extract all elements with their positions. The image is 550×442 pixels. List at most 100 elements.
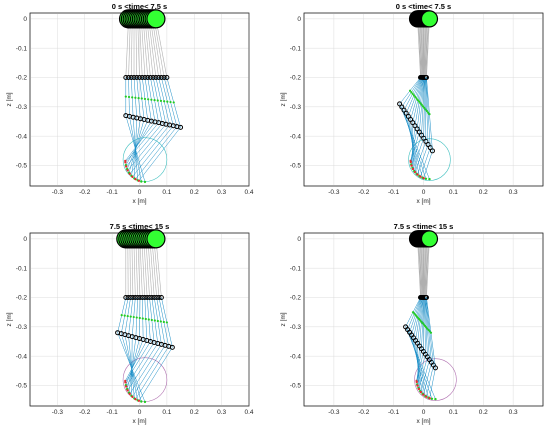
foot-marker: [124, 381, 126, 383]
y-tick-label: -0.1: [16, 45, 28, 52]
y-tick-label: -0.3: [16, 104, 28, 111]
foot-marker: [425, 178, 427, 180]
segment-midpoint-marker: [130, 315, 132, 317]
x-axis-label: x [m]: [132, 418, 146, 425]
y-tick-label: 0: [297, 16, 301, 23]
x-tick-label: 0.3: [217, 189, 226, 196]
x-tick-label: -0.2: [79, 189, 91, 196]
foot-marker: [422, 393, 424, 395]
foot-marker: [125, 385, 127, 387]
y-tick-label: 0: [23, 16, 27, 23]
x-tick-label: -0.3: [328, 409, 340, 416]
x-tick-label: 0.1: [162, 409, 171, 416]
y-tick-label: -0.2: [290, 75, 302, 82]
x-tick-label: 0.2: [479, 189, 488, 196]
x-tick-label: -0.3: [52, 189, 64, 196]
segment-midpoint-marker: [136, 316, 138, 318]
chart-title: 0 s <time< 7.5 s: [396, 2, 451, 11]
segment-midpoint-marker: [430, 332, 432, 334]
segment-midpoint-marker: [124, 314, 126, 316]
y-tick-label: -0.3: [290, 324, 302, 331]
x-tick-label: -0.1: [388, 409, 400, 416]
segment-midpoint-marker: [134, 97, 136, 99]
x-tick-label: -0.2: [358, 409, 370, 416]
x-tick-label: 0.2: [190, 189, 199, 196]
foot-marker: [419, 175, 421, 177]
x-tick-label: 0.1: [449, 409, 458, 416]
x-tick-label: -0.3: [328, 189, 340, 196]
segment-midpoint-marker: [127, 315, 129, 317]
y-tick-label: -0.5: [290, 383, 302, 390]
foot-marker: [412, 168, 414, 170]
segment-midpoint-marker: [145, 318, 147, 320]
x-tick-label: 0: [138, 409, 142, 416]
x-tick-label: 0.2: [479, 409, 488, 416]
segment-midpoint-marker: [121, 314, 123, 316]
foot-marker: [127, 169, 129, 171]
foot-marker: [140, 400, 142, 402]
foot-marker: [144, 401, 146, 403]
foot-marker: [134, 398, 136, 400]
x-axis-label: x [m]: [132, 198, 146, 205]
foot-marker: [129, 393, 131, 395]
chart-title: 7.5 s <time< 15 s: [394, 222, 454, 231]
segment-midpoint-marker: [166, 321, 168, 323]
segment-midpoint-marker: [160, 100, 162, 102]
foot-marker: [431, 398, 433, 400]
segment-midpoint-marker: [157, 99, 159, 101]
y-tick-label: -0.3: [16, 324, 28, 331]
x-tick-label: -0.2: [79, 409, 91, 416]
x-tick-label: -0.1: [388, 189, 400, 196]
segment-midpoint-marker: [154, 319, 156, 321]
foot-marker: [414, 171, 416, 173]
x-tick-label: -0.1: [107, 189, 119, 196]
foot-marker: [134, 178, 136, 180]
x-tick-label: 0.1: [449, 189, 458, 196]
segment-midpoint-marker: [151, 319, 153, 321]
foot-marker: [422, 177, 424, 179]
hip-joint-marker: [147, 10, 165, 28]
y-tick-label: -0.5: [16, 163, 28, 170]
y-tick-label: -0.4: [16, 133, 28, 140]
segment-midpoint-marker: [147, 98, 149, 100]
x-tick-label: 0: [422, 189, 426, 196]
x-axis-label: x [m]: [416, 198, 430, 205]
x-tick-label: 0.4: [244, 409, 253, 416]
y-axis-label: z [m]: [6, 92, 13, 106]
y-tick-label: -0.1: [16, 265, 28, 272]
segment-midpoint-marker: [166, 101, 168, 103]
y-tick-label: -0.4: [290, 133, 302, 140]
y-tick-label: -0.2: [290, 295, 302, 302]
x-tick-label: 0.2: [190, 409, 199, 416]
x-tick-label: 0.3: [217, 409, 226, 416]
y-tick-label: -0.1: [290, 265, 302, 272]
foot-marker: [125, 165, 127, 167]
x-tick-label: -0.2: [358, 189, 370, 196]
foot-marker: [416, 173, 418, 175]
y-tick-label: 0: [23, 236, 27, 243]
segment-midpoint-marker: [133, 316, 135, 318]
segment-midpoint-marker: [137, 97, 139, 99]
foot-marker: [420, 391, 422, 393]
y-tick-label: -0.5: [290, 163, 302, 170]
segment-midpoint-marker: [163, 100, 165, 102]
foot-marker: [418, 388, 420, 390]
y-tick-label: -0.3: [290, 104, 302, 111]
y-axis-label: z [m]: [280, 92, 287, 106]
foot-marker: [428, 178, 430, 180]
foot-marker: [425, 395, 427, 397]
segment-midpoint-marker: [128, 96, 130, 98]
segment-midpoint-marker: [139, 317, 141, 319]
x-tick-label: 0.1: [162, 189, 171, 196]
segment-midpoint-marker: [150, 99, 152, 101]
foot-marker: [416, 384, 418, 386]
foot-marker: [138, 400, 140, 402]
y-axis-label: z [m]: [280, 312, 287, 326]
y-tick-label: -0.2: [16, 75, 28, 82]
x-tick-label: 0.3: [509, 409, 518, 416]
segment-midpoint-marker: [141, 97, 143, 99]
